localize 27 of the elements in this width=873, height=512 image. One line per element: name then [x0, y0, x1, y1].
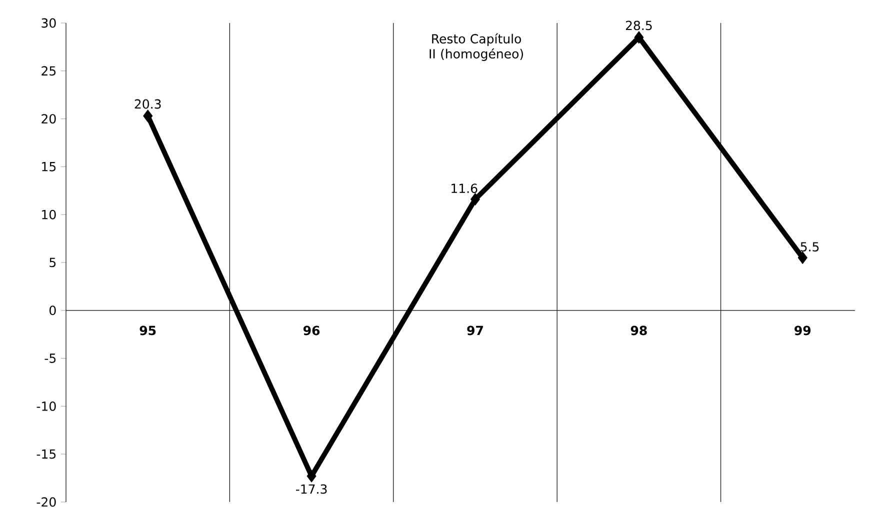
- x-tick-label: 95: [140, 326, 156, 336]
- x-tick-label: 99: [794, 326, 811, 336]
- point: [306, 470, 316, 482]
- point: [143, 110, 153, 122]
- x-tick-label: 96: [303, 326, 320, 336]
- point: [634, 31, 644, 44]
- data-label: 5.5: [800, 242, 819, 252]
- y-tick-label: 30: [42, 18, 56, 28]
- y-tick-label: 0: [50, 306, 56, 316]
- point: [470, 193, 480, 206]
- data-label: 28.5: [626, 20, 652, 30]
- data-label: 11.6: [452, 184, 478, 194]
- text: Resto Capítulo II (homogéneo): [430, 33, 523, 61]
- x-tick-label: 98: [630, 326, 647, 336]
- point: [798, 251, 808, 264]
- y-tick-label: 15: [42, 162, 56, 172]
- y-tick-label: -5: [44, 354, 56, 363]
- data-label: 20.3: [134, 99, 161, 109]
- y-tick-label: 25: [42, 66, 56, 76]
- y-tick-label: -20: [36, 497, 56, 507]
- y-tick-label: 5: [50, 258, 56, 268]
- y-tick-label: 20: [42, 114, 56, 124]
- y-tick-label: -15: [36, 449, 56, 459]
- data-label: -17.3: [296, 484, 327, 494]
- x-tick-label: 97: [467, 326, 483, 336]
- y-tick-label: 10: [42, 210, 56, 220]
- y-tick-label: -10: [36, 401, 56, 411]
